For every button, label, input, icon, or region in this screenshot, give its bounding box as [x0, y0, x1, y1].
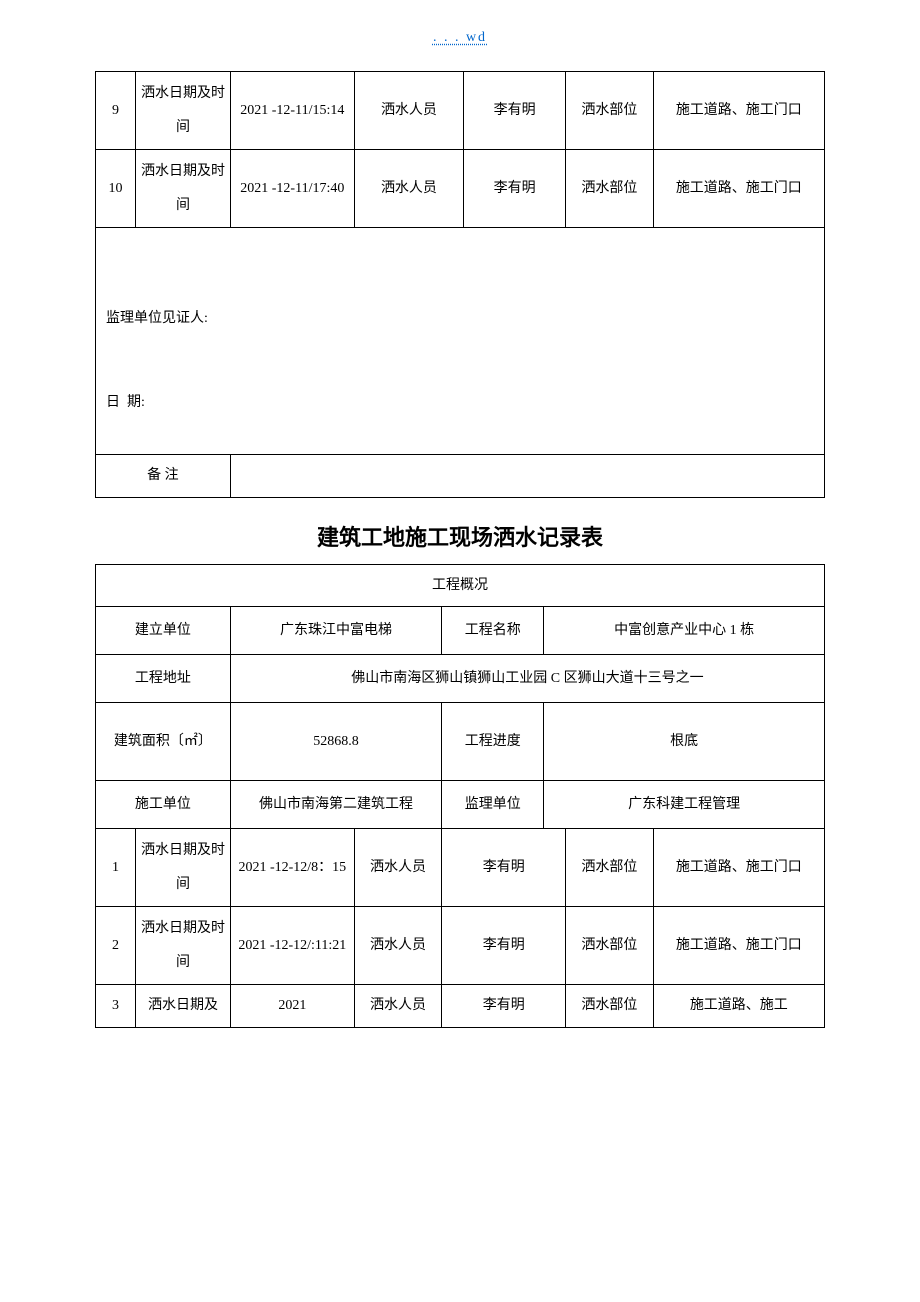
main-table: 工程概况 建立单位 广东珠江中富电梯 工程名称 中富创意产业中心 1 栋 工程地…: [95, 564, 825, 1028]
cell-label: 洒水人员: [354, 907, 441, 985]
cell-location: 施工道路、施工门口: [653, 72, 824, 150]
overview-header-row: 工程概况: [96, 564, 825, 607]
cell-datetime: 2021 -12-12/8：15: [230, 829, 354, 907]
cell-label: 洒水日期及: [136, 985, 231, 1028]
cell-value: 广东珠江中富电梯: [230, 607, 441, 655]
info-row: 工程地址 佛山市南海区狮山镇狮山工业园 C 区狮山大道十三号之一: [96, 655, 825, 703]
row-number: 2: [96, 907, 136, 985]
cell-label: 洒水人员: [354, 829, 441, 907]
row-number: 10: [96, 150, 136, 228]
cell-value: 中富创意产业中心 1 栋: [544, 607, 825, 655]
cell-label: 洒水部位: [566, 907, 653, 985]
cell-label: 建筑面积〔㎡〕: [96, 703, 231, 781]
cell-label: 洒水部位: [566, 72, 653, 150]
row-number: 9: [96, 72, 136, 150]
cell-person: 李有明: [442, 985, 566, 1028]
cell-label: 工程进度: [442, 703, 544, 781]
overview-title: 工程概况: [96, 564, 825, 607]
supervisor-row: 监理单位见证人: 日 期:: [96, 228, 825, 455]
cell-location: 施工道路、施工门口: [653, 829, 824, 907]
cell-label: 监理单位: [442, 781, 544, 829]
cell-label: 洒水日期及时间: [136, 907, 231, 985]
info-row: 建立单位 广东珠江中富电梯 工程名称 中富创意产业中心 1 栋: [96, 607, 825, 655]
cell-label: 洒水人员: [354, 72, 463, 150]
cell-datetime: 2021 -12-12/:11:21: [230, 907, 354, 985]
supervisor-cell: 监理单位见证人: 日 期:: [96, 228, 825, 455]
cell-label: 工程地址: [96, 655, 231, 703]
cell-datetime: 2021 -12-11/15:14: [230, 72, 354, 150]
cell-datetime: 2021: [230, 985, 354, 1028]
supervisor-label: 监理单位见证人:: [106, 298, 814, 340]
table-row: 1 洒水日期及时间 2021 -12-12/8：15 洒水人员 李有明 洒水部位…: [96, 829, 825, 907]
cell-value: 根底: [544, 703, 825, 781]
cell-label: 洒水部位: [566, 150, 653, 228]
info-row: 建筑面积〔㎡〕 52868.8 工程进度 根底: [96, 703, 825, 781]
cell-person: 李有明: [464, 72, 566, 150]
cell-datetime: 2021 -12-11/17:40: [230, 150, 354, 228]
info-row: 施工单位 佛山市南海第二建筑工程 监理单位 广东科建工程管理: [96, 781, 825, 829]
cell-person: 李有明: [464, 150, 566, 228]
cell-value: 佛山市南海区狮山镇狮山工业园 C 区狮山大道十三号之一: [230, 655, 824, 703]
table-row: 2 洒水日期及时间 2021 -12-12/:11:21 洒水人员 李有明 洒水…: [96, 907, 825, 985]
header-link: . . . wd: [95, 30, 825, 46]
cell-label: 洒水人员: [354, 150, 463, 228]
cell-label: 施工单位: [96, 781, 231, 829]
cell-label: 建立单位: [96, 607, 231, 655]
cell-location: 施工道路、施工门口: [653, 150, 824, 228]
row-number: 1: [96, 829, 136, 907]
cell-label: 洒水部位: [566, 985, 653, 1028]
cell-location: 施工道路、施工: [653, 985, 824, 1028]
table-row: 3 洒水日期及 2021 洒水人员 李有明 洒水部位 施工道路、施工: [96, 985, 825, 1028]
remark-label: 备 注: [96, 455, 231, 498]
cell-label: 洒水部位: [566, 829, 653, 907]
remark-value: [230, 455, 824, 498]
top-table: 9 洒水日期及时间 2021 -12-11/15:14 洒水人员 李有明 洒水部…: [95, 71, 825, 498]
cell-label: 洒水日期及时间: [136, 829, 231, 907]
cell-label: 洒水人员: [354, 985, 441, 1028]
cell-label: 洒水日期及时间: [136, 72, 231, 150]
cell-value: 52868.8: [230, 703, 441, 781]
page-title: 建筑工地施工现场洒水记录表: [95, 520, 825, 552]
cell-value: 佛山市南海第二建筑工程: [230, 781, 441, 829]
table-row: 9 洒水日期及时间 2021 -12-11/15:14 洒水人员 李有明 洒水部…: [96, 72, 825, 150]
remark-row: 备 注: [96, 455, 825, 498]
cell-person: 李有明: [442, 907, 566, 985]
cell-location: 施工道路、施工门口: [653, 907, 824, 985]
cell-label: 洒水日期及时间: [136, 150, 231, 228]
row-number: 3: [96, 985, 136, 1028]
cell-value: 广东科建工程管理: [544, 781, 825, 829]
date-label: 日 期:: [106, 382, 814, 424]
table-row: 10 洒水日期及时间 2021 -12-11/17:40 洒水人员 李有明 洒水…: [96, 150, 825, 228]
cell-label: 工程名称: [442, 607, 544, 655]
cell-person: 李有明: [442, 829, 566, 907]
